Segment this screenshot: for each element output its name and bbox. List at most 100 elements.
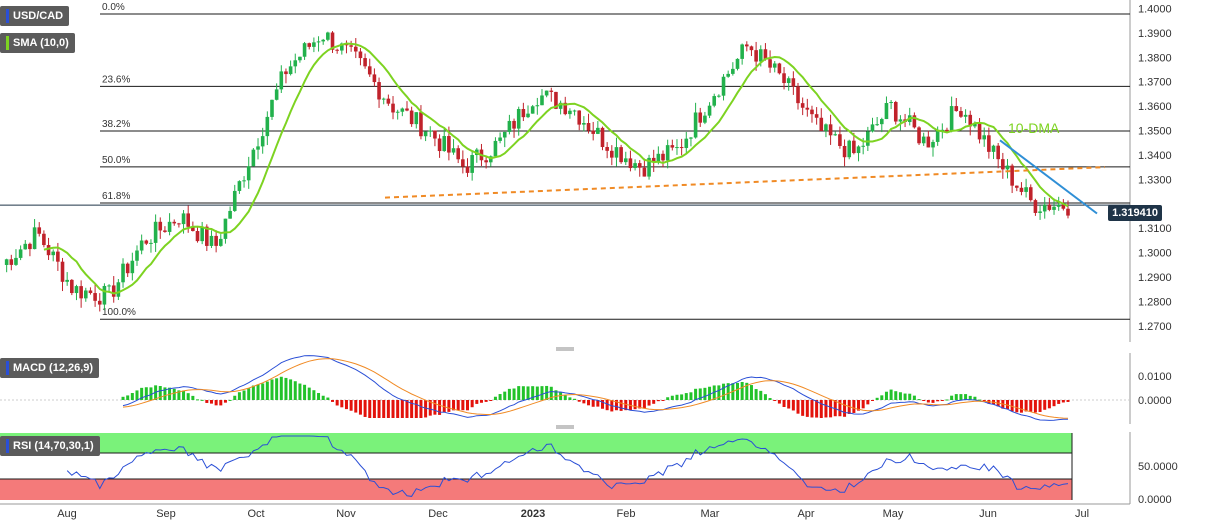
macd-hist-bar <box>754 389 758 400</box>
macd-hist-bar <box>940 400 944 401</box>
macd-hist-bar <box>284 377 288 400</box>
candle-body <box>88 290 93 294</box>
candle-body <box>298 56 302 61</box>
macd-hist-bar <box>349 400 353 411</box>
macd-hist-bar <box>824 400 828 418</box>
rsi-oversold-zone <box>0 479 1072 500</box>
candle-body <box>116 282 121 297</box>
candle-body <box>335 49 339 51</box>
macd-hist-bar <box>391 400 395 418</box>
macd-hist-bar <box>689 392 693 400</box>
candle-body <box>698 112 703 123</box>
candle-body <box>935 129 940 142</box>
candle-body <box>847 140 852 158</box>
macd-hist-bar <box>326 397 330 400</box>
macd-hist-bar <box>377 400 381 418</box>
candle-body <box>731 68 735 74</box>
candle-body <box>605 147 609 151</box>
candle-body <box>721 76 726 96</box>
macd-hist-bar <box>410 400 414 418</box>
candle-body <box>1019 187 1024 192</box>
candle-body <box>679 147 684 149</box>
candle-body <box>540 95 544 106</box>
macd-hist-bar <box>787 400 791 409</box>
candle-body <box>256 146 260 150</box>
candle-body <box>544 90 549 96</box>
dma-annotation: 10-DMA <box>1008 120 1060 136</box>
macd-badge[interactable]: MACD (12,26,9) <box>0 358 100 378</box>
macd-hist-bar <box>419 400 423 418</box>
candle-body <box>284 71 288 75</box>
macd-hist-bar <box>340 400 344 408</box>
candle-body <box>852 140 856 154</box>
macd-hist-bar <box>177 390 181 400</box>
candle-body <box>102 285 107 305</box>
x-tick-11: Jul <box>1075 508 1089 520</box>
candle-body <box>391 103 395 113</box>
pane-resize-handle-2[interactable] <box>556 425 574 429</box>
macd-hist-bar <box>1052 400 1056 407</box>
candle-body <box>954 106 959 112</box>
candle-body <box>1001 159 1005 170</box>
macd-hist-bar <box>303 384 307 400</box>
x-tick-5: 2023 <box>521 508 545 520</box>
candle-body <box>135 250 139 261</box>
candle-body <box>703 115 707 123</box>
candle-body <box>824 124 828 131</box>
fib-label-5: 100.0% <box>102 307 136 318</box>
macd-hist-bar <box>903 393 907 400</box>
candle-body <box>42 233 46 246</box>
macd-hist-bar <box>805 400 809 417</box>
macd-hist-bar <box>773 400 777 401</box>
candle-body <box>610 150 614 158</box>
candle-body <box>358 51 363 59</box>
candle-body <box>1056 204 1061 207</box>
macd-hist-bar <box>396 400 400 418</box>
macd-hist-bar <box>670 395 674 400</box>
macd-hist-bar <box>172 388 176 400</box>
candle-body <box>554 91 558 109</box>
macd-hist-bar <box>228 399 232 401</box>
macd-hist-bar <box>126 395 130 400</box>
candle-body <box>1061 204 1066 209</box>
candle-body <box>46 245 51 256</box>
macd-hist-bar <box>950 395 954 400</box>
candle-body <box>381 98 386 100</box>
macd-hist-bar <box>745 382 749 400</box>
macd-hist-bar <box>484 400 488 402</box>
rsi-badge[interactable]: RSI (14,70,30,1) <box>0 436 100 456</box>
macd-hist-bar <box>768 398 772 400</box>
macd-hist-bar <box>354 400 358 413</box>
macd-hist-bar <box>219 400 223 406</box>
candle-body <box>451 148 456 153</box>
macd-hist-bar <box>242 390 246 400</box>
candle-body <box>153 221 158 243</box>
candle-body <box>302 43 307 57</box>
sma-badge[interactable]: SMA (10,0) <box>0 33 75 53</box>
macd-hist-bar <box>777 400 781 404</box>
candle-body <box>37 227 42 234</box>
candle-body <box>51 251 56 256</box>
macd-hist-bar <box>577 400 581 402</box>
price-tick-4: 1.3600 <box>1138 101 1172 113</box>
candle-body <box>4 259 9 265</box>
macd-hist-bar <box>796 400 800 414</box>
down-trendline <box>999 139 1098 215</box>
macd-hist-bar <box>1038 400 1042 412</box>
candle-body <box>493 140 498 157</box>
candle-body <box>9 259 14 265</box>
symbol-badge[interactable]: USD/CAD <box>0 6 70 26</box>
candle-body <box>121 263 125 283</box>
candle-body <box>889 102 893 104</box>
macd-hist-bar <box>186 393 190 400</box>
candle-body <box>693 112 698 138</box>
candle-body <box>23 243 28 250</box>
candle-body <box>274 89 279 100</box>
pane-resize-handle[interactable] <box>556 347 574 351</box>
x-tick-0: Aug <box>57 508 77 520</box>
price-panel <box>0 0 1130 342</box>
rsi-overbought-zone <box>0 433 1072 453</box>
candle-body <box>83 290 88 299</box>
candle-body <box>321 39 325 42</box>
candle-body <box>1047 204 1052 210</box>
